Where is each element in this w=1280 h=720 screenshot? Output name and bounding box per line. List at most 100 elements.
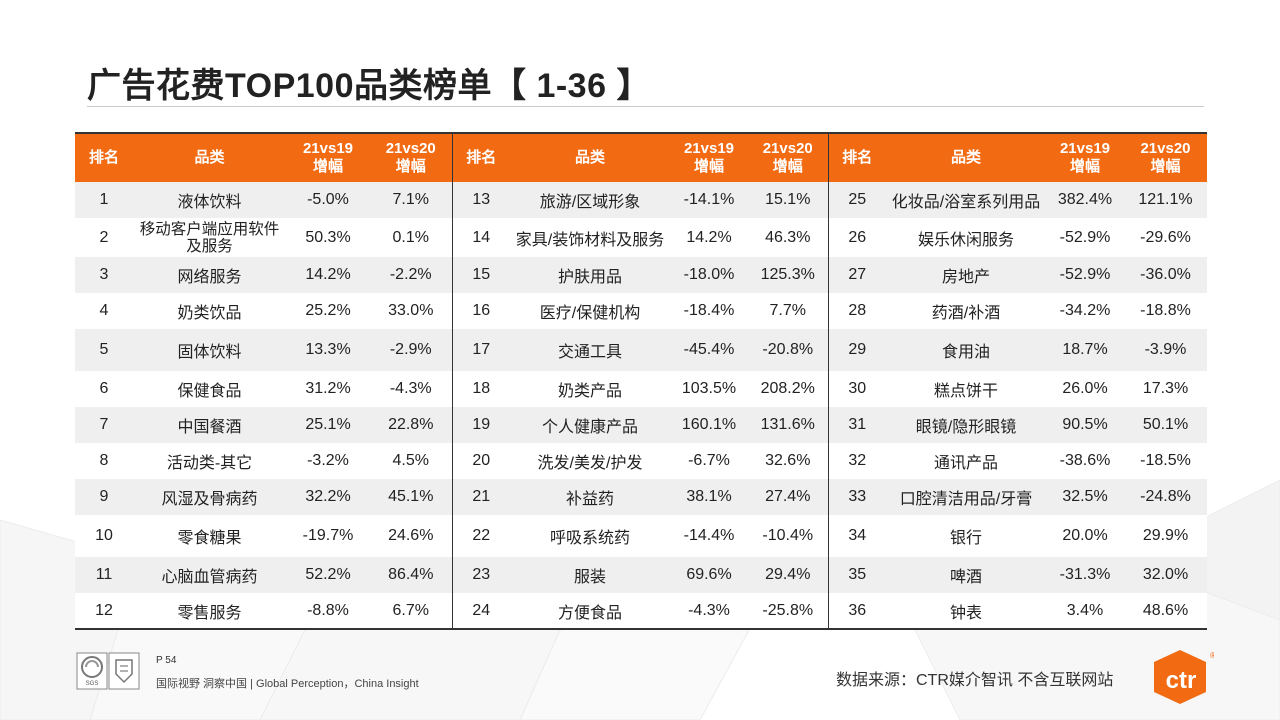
header-21vs20: 21vs20 增幅: [748, 132, 828, 182]
header-category: 品类: [510, 132, 670, 182]
rank-cell: 12: [75, 593, 133, 630]
rank-cell: 33: [827, 479, 886, 515]
growth-21vs20-cell: 6.7%: [370, 593, 452, 630]
category-cell: 房地产: [886, 257, 1046, 293]
table-row: 5 固体饮料 13.3% -2.9% 17 交通工具 -45.4% -20.8% 29 食用油 18…: [75, 329, 1207, 371]
rank-cell: 25: [827, 182, 886, 218]
growth-21vs19-cell: 32.2%: [286, 479, 370, 515]
table-row: 6 保健食品 31.2% -4.3% 18 奶类产品 103.5% 208.2% 30 糕点饼干 2…: [75, 371, 1207, 407]
category-cell: 通讯产品: [886, 443, 1046, 479]
table-row: 2 移动客户端应用软件 及服务 50.3% 0.1% 14 家具/装饰材料及服务 14.2% 4…: [75, 218, 1207, 257]
table-row: 11 心脑血管病药 52.2% 86.4% 23 服装 69.6% 29.4% 35 啤酒 -31.…: [75, 557, 1207, 593]
growth-21vs20-cell: -2.2%: [370, 257, 452, 293]
rank-cell: 31: [827, 407, 886, 443]
header-21vs19: 21vs19 增幅: [1046, 132, 1124, 182]
growth-21vs20-cell: 29.9%: [1124, 515, 1207, 557]
category-cell: 补益药: [510, 479, 670, 515]
growth-21vs20-cell: 29.4%: [748, 557, 828, 593]
growth-21vs19-cell: -14.4%: [670, 515, 748, 557]
rank-cell: 29: [827, 329, 886, 371]
growth-21vs20-cell: 15.1%: [748, 182, 828, 218]
growth-21vs19-cell: 160.1%: [670, 407, 748, 443]
growth-21vs19-cell: 69.6%: [670, 557, 748, 593]
header-21vs19: 21vs19 增幅: [286, 132, 370, 182]
rank-cell: 15: [451, 257, 510, 293]
category-cell: 医疗/保健机构: [510, 293, 670, 329]
header-category: 品类: [133, 132, 286, 182]
header-category: 品类: [886, 132, 1046, 182]
growth-21vs20-cell: 17.3%: [1124, 371, 1207, 407]
growth-21vs19-cell: 90.5%: [1046, 407, 1124, 443]
ctr-logo-text: ctr: [1166, 667, 1197, 694]
rank-cell: 2: [75, 218, 133, 257]
sgs-mark: SGS: [86, 681, 99, 687]
growth-21vs20-cell: 48.6%: [1124, 593, 1207, 630]
growth-21vs19-cell: 25.2%: [286, 293, 370, 329]
category-cell: 奶类饮品: [133, 293, 286, 329]
category-cell: 液体饮料: [133, 182, 286, 218]
rank-cell: 23: [451, 557, 510, 593]
growth-21vs19-cell: -18.4%: [670, 293, 748, 329]
rank-cell: 4: [75, 293, 133, 329]
rank-cell: 16: [451, 293, 510, 329]
rank-cell: 9: [75, 479, 133, 515]
ranking-table: 排名 品类 21vs19 增幅 21vs20 增幅 排名 品类 21vs19 增幅 2…: [75, 132, 1207, 630]
growth-21vs19-cell: 18.7%: [1046, 329, 1124, 371]
rank-cell: 32: [827, 443, 886, 479]
ctr-logo-icon: ctr ®: [1154, 650, 1214, 704]
category-cell: 呼吸系统药: [510, 515, 670, 557]
growth-21vs20-cell: 50.1%: [1124, 407, 1207, 443]
rank-cell: 22: [451, 515, 510, 557]
growth-21vs20-cell: -10.4%: [748, 515, 828, 557]
rank-cell: 28: [827, 293, 886, 329]
growth-21vs19-cell: -52.9%: [1046, 257, 1124, 293]
growth-21vs20-cell: 4.5%: [370, 443, 452, 479]
header-rank: 排名: [75, 132, 133, 182]
growth-21vs19-cell: 31.2%: [286, 371, 370, 407]
header-rank: 排名: [827, 132, 886, 182]
page-number: P 54: [156, 655, 177, 666]
category-cell: 奶类产品: [510, 371, 670, 407]
growth-21vs20-cell: -29.6%: [1124, 218, 1207, 257]
growth-21vs20-cell: -20.8%: [748, 329, 828, 371]
growth-21vs19-cell: -52.9%: [1046, 218, 1124, 257]
growth-21vs19-cell: 38.1%: [670, 479, 748, 515]
growth-21vs20-cell: 46.3%: [748, 218, 828, 257]
growth-21vs19-cell: -4.3%: [670, 593, 748, 630]
growth-21vs19-cell: -14.1%: [670, 182, 748, 218]
page-title: 广告花费TOP100品类榜单【 1-36 】: [87, 67, 651, 105]
growth-21vs20-cell: 7.7%: [748, 293, 828, 329]
growth-21vs19-cell: 32.5%: [1046, 479, 1124, 515]
rank-cell: 11: [75, 557, 133, 593]
growth-21vs19-cell: -5.0%: [286, 182, 370, 218]
growth-21vs20-cell: -2.9%: [370, 329, 452, 371]
table-row: 4 奶类饮品 25.2% 33.0% 16 医疗/保健机构 -18.4% 7.7% 28 药酒/补…: [75, 293, 1207, 329]
rank-cell: 35: [827, 557, 886, 593]
certification-logo: SGS: [76, 652, 140, 690]
category-cell: 零食糖果: [133, 515, 286, 557]
header-21vs20: 21vs20 增幅: [1124, 132, 1207, 182]
growth-21vs20-cell: 208.2%: [748, 371, 828, 407]
rank-cell: 21: [451, 479, 510, 515]
rank-cell: 17: [451, 329, 510, 371]
table-row: 9 风湿及骨病药 32.2% 45.1% 21 补益药 38.1% 27.4% 33 口腔清洁用品…: [75, 479, 1207, 515]
growth-21vs19-cell: -38.6%: [1046, 443, 1124, 479]
category-cell: 个人健康产品: [510, 407, 670, 443]
growth-21vs20-cell: -36.0%: [1124, 257, 1207, 293]
growth-21vs20-cell: 45.1%: [370, 479, 452, 515]
growth-21vs20-cell: -3.9%: [1124, 329, 1207, 371]
category-cell: 固体饮料: [133, 329, 286, 371]
category-cell: 洗发/美发/护发: [510, 443, 670, 479]
growth-21vs19-cell: -34.2%: [1046, 293, 1124, 329]
category-cell: 交通工具: [510, 329, 670, 371]
growth-21vs19-cell: 25.1%: [286, 407, 370, 443]
table-row: 8 活动类-其它 -3.2% 4.5% 20 洗发/美发/护发 -6.7% 32.6% 32 通讯…: [75, 443, 1207, 479]
growth-21vs20-cell: 131.6%: [748, 407, 828, 443]
growth-21vs20-cell: 0.1%: [370, 218, 452, 257]
rank-cell: 36: [827, 593, 886, 630]
category-cell: 保健食品: [133, 371, 286, 407]
growth-21vs19-cell: 103.5%: [670, 371, 748, 407]
category-cell: 钟表: [886, 593, 1046, 630]
rank-cell: 7: [75, 407, 133, 443]
category-cell: 旅游/区域形象: [510, 182, 670, 218]
